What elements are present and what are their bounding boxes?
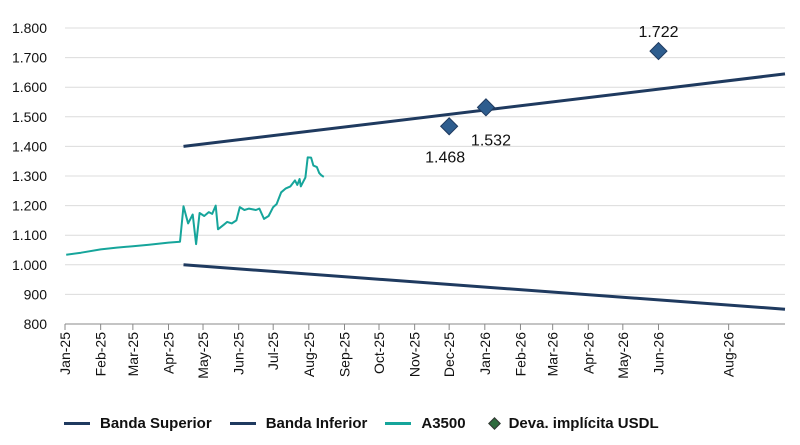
deva-marker	[476, 98, 496, 117]
legend-label-banda-superior: Banda Superior	[100, 414, 212, 432]
x-tick-label: Feb-25	[93, 332, 109, 377]
x-tick-label: Jun-25	[231, 332, 247, 375]
line-chart: 800 900 1.000 1.100 1.200 1.300 1.400 1.500 1.60…	[12, 20, 786, 379]
y-tick-label: 800	[24, 316, 48, 332]
deva-marker	[649, 41, 668, 61]
legend-swatch-deva	[487, 416, 501, 430]
y-tick-label: 1.300	[12, 168, 47, 184]
x-tick-label: Jun-26	[650, 332, 666, 375]
x-tick-label: Feb-26	[512, 332, 528, 377]
x-tick-label: Aug-26	[721, 332, 737, 377]
y-tick-label: 900	[24, 286, 48, 302]
legend-item-deva: Deva. implícita USDL	[484, 415, 659, 432]
legend-item-banda-inferior: Banda Inferior	[229, 414, 368, 432]
x-tick-label: Mar-25	[125, 332, 141, 377]
x-tick-label: May-25	[195, 332, 211, 379]
y-tick-label: 1.100	[12, 227, 47, 243]
deva-data-label: 1.722	[638, 24, 678, 41]
deva-data-label: 1.532	[471, 132, 511, 149]
y-tick-label: 1.200	[12, 198, 47, 214]
x-tick-label: Apr-26	[580, 332, 596, 374]
y-tick-label: 1.000	[12, 257, 47, 273]
legend-item-a3500: A3500	[385, 414, 466, 432]
legend-label-a3500: A3500	[421, 414, 466, 432]
legend-label-deva: Deva. implícita USDL	[508, 414, 659, 432]
deva-marker	[439, 117, 459, 136]
deva-data-label: 1.468	[425, 149, 465, 166]
legend-label-banda-inferior: Banda Inferior	[265, 414, 368, 432]
y-tick-label: 1.400	[12, 138, 47, 154]
x-tick-label: Apr-25	[161, 332, 177, 374]
chart-legend: Banda Superior Banda Inferior A3500 Deva…	[0, 410, 800, 436]
x-tick-label: Sep-25	[336, 332, 352, 377]
x-tick-label: Jan-25	[57, 332, 73, 375]
x-tick-label: Aug-25	[301, 332, 317, 377]
x-tick-label: Jul-25	[265, 332, 281, 370]
legend-item-banda-superior: Banda Superior	[0, 415, 212, 432]
x-tick-label: Nov-25	[407, 332, 423, 377]
y-tick-label: 1.700	[12, 50, 47, 66]
x-tick-label: May-26	[615, 332, 631, 379]
legend-swatch-banda-superior	[64, 421, 90, 425]
x-tick-label: Jan-26	[477, 332, 493, 375]
legend-swatch-banda-inferior	[229, 421, 256, 425]
y-tick-label: 1.800	[12, 20, 47, 36]
x-tick-label: Mar-26	[545, 332, 561, 377]
series-line-a3500	[66, 156, 325, 256]
x-tick-label: Dec-25	[441, 332, 457, 377]
x-tick-label: Oct-25	[371, 332, 387, 374]
y-tick-label: 1.600	[12, 79, 47, 95]
legend-swatch-a3500	[385, 421, 412, 425]
series-line-banda-inferior	[183, 263, 786, 311]
y-tick-label: 1.500	[12, 109, 47, 125]
